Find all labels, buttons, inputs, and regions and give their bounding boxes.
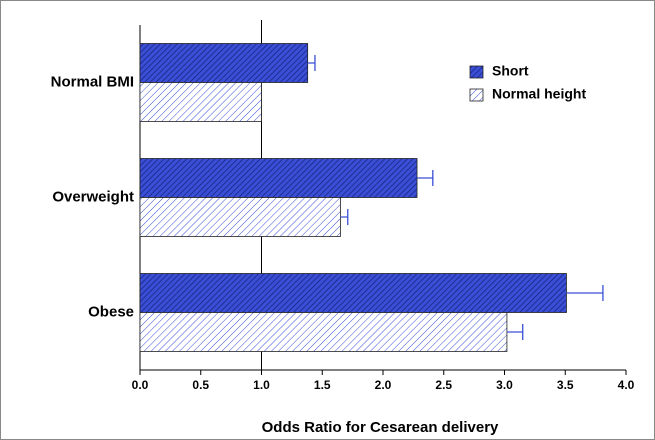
bar (139, 197, 341, 237)
x-tick-label: 4.0 (618, 378, 635, 392)
legend-label: Short (492, 63, 529, 79)
y-tick-label: Obese (88, 303, 134, 320)
legend-label: Normal height (492, 86, 586, 102)
error-bar (417, 170, 434, 186)
error-bar (506, 324, 524, 340)
x-tick-label: 2.0 (375, 378, 392, 392)
error-bar (340, 209, 349, 225)
legend-swatch (469, 88, 484, 102)
error-bar (566, 285, 604, 301)
x-axis-label: Odds Ratio for Cesarean delivery (262, 419, 499, 436)
x-tick-label: 0.0 (132, 378, 149, 392)
legend-swatch (469, 65, 484, 79)
bar (139, 43, 309, 83)
error-bar (307, 55, 316, 71)
x-tick-label: 1.0 (253, 378, 270, 392)
x-tick-label: 3.5 (557, 378, 574, 392)
y-tick-label: Normal BMI (51, 73, 134, 90)
bar (139, 312, 508, 352)
x-tick-label: 2.5 (435, 378, 452, 392)
x-tick-label: 1.5 (314, 378, 331, 392)
bar (139, 273, 567, 313)
x-tick-label: 3.0 (496, 378, 513, 392)
bar (139, 82, 262, 122)
y-tick-label: Overweight (52, 188, 134, 205)
x-tick-label: 0.5 (192, 378, 209, 392)
bar (139, 158, 418, 198)
